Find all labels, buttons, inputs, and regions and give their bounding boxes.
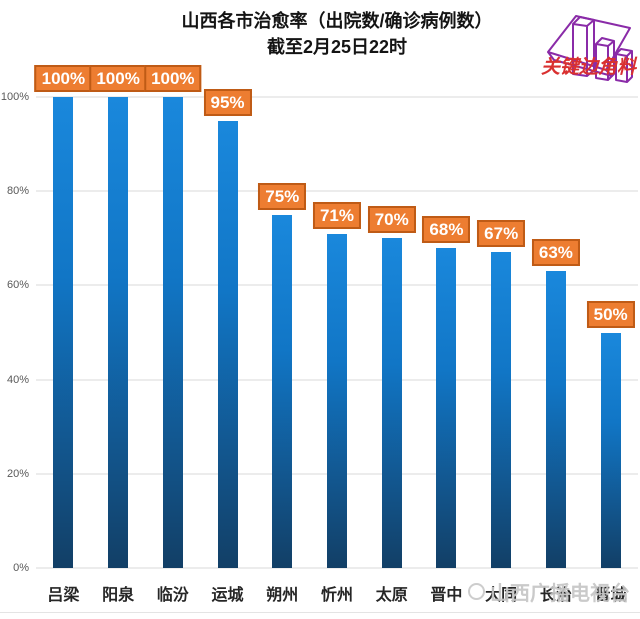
chart-title-line2: 截至2月25日22时 (266, 37, 408, 57)
gridline (36, 190, 638, 192)
bar (545, 271, 566, 568)
bar (436, 247, 457, 568)
bar-slot: 71% 忻州 (310, 97, 365, 604)
bar-slot: 63% 长治 (529, 97, 584, 604)
y-axis-label: 20% (6, 467, 29, 480)
bottom-divider (0, 612, 640, 613)
category-label: 忻州 (320, 587, 353, 604)
bar-value-label: 100% (144, 65, 202, 92)
gridline (36, 96, 638, 98)
corner-watermark-text: 关键边角料 (541, 56, 638, 78)
category-label: 阳泉 (102, 587, 135, 604)
bar-slot: 70% 太原 (364, 97, 419, 604)
bar-value-label: 70% (367, 206, 416, 234)
bar-slot: 67% 大同 (474, 97, 529, 604)
bar (108, 97, 129, 568)
bar-value-label: 71% (312, 201, 361, 229)
bar-value-label: 95% (203, 88, 252, 116)
bar-slot: 75% 朔州 (255, 97, 310, 604)
plot-area: 0% 20% 40% 60% 80% 100% 100% 吕梁 100% 阳泉 100% 临汾 95% 运… (1, 65, 638, 604)
category-label: 吕梁 (47, 587, 80, 604)
bar-value-label: 67% (477, 220, 526, 248)
station-logo-icon (468, 583, 485, 600)
y-axis-label: 40% (6, 373, 29, 386)
category-label: 晋中 (430, 587, 463, 604)
bar-slot: 68% 晋中 (419, 97, 474, 604)
bar-slot: 100% 吕梁 (34, 65, 93, 604)
y-axis-label: 100% (0, 91, 29, 103)
bar-value-label: 63% (531, 239, 580, 267)
bar-value-label: 50% (586, 300, 635, 328)
bar-value-label: 68% (422, 215, 471, 243)
bar (272, 214, 293, 568)
bar (53, 97, 74, 568)
station-watermark: 山西广播电视台 (468, 577, 630, 606)
bar (600, 332, 621, 568)
bar-slot: 50% 晋城 (583, 97, 638, 604)
chart-title-line1: 山西各市治愈率（出院数/确诊病例数） (181, 11, 493, 31)
category-label: 大同 (485, 587, 518, 604)
station-watermark-text: 山西广播电视台 (490, 583, 630, 605)
category-label: 运城 (211, 587, 244, 604)
category-label: 晋城 (594, 587, 627, 604)
bar-value-label: 100% (34, 65, 93, 92)
bar-slot: 100% 阳泉 (89, 65, 147, 604)
bar-slot: 100% 临汾 (144, 65, 202, 604)
category-label: 朔州 (266, 587, 299, 604)
y-axis-label: 80% (6, 185, 29, 198)
category-label: 长治 (539, 587, 572, 604)
corner-watermark-logo-icon: 关键边角料 (541, 15, 638, 83)
category-label: 临汾 (156, 587, 189, 604)
y-axis-label: 0% (13, 562, 29, 574)
bar (381, 238, 402, 568)
bar (217, 120, 238, 568)
bar (326, 233, 347, 568)
bar-slot: 95% 运城 (200, 88, 255, 604)
bar-value-label: 75% (258, 182, 307, 210)
category-label: 太原 (375, 587, 408, 604)
chart-title: 山西各市治愈率（出院数/确诊病例数） 截至2月25日22时 (36, 8, 638, 60)
gridline (36, 567, 638, 569)
bar (162, 97, 183, 568)
y-axis-label: 60% (6, 279, 29, 292)
bar (491, 252, 512, 568)
bar-value-label: 100% (89, 65, 147, 92)
